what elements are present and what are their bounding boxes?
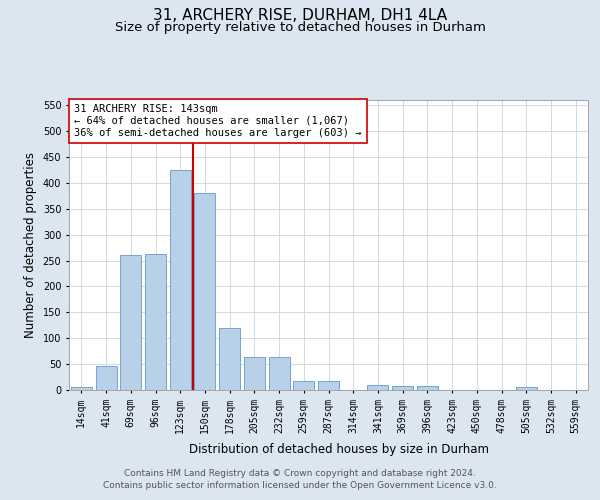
Text: Size of property relative to detached houses in Durham: Size of property relative to detached ho… (115, 21, 485, 34)
Bar (417, 386, 438, 390)
Text: 31, ARCHERY RISE, DURHAM, DH1 4LA: 31, ARCHERY RISE, DURHAM, DH1 4LA (153, 8, 447, 22)
Bar (194, 193, 215, 390)
Bar (269, 358, 290, 390)
Bar (219, 328, 240, 390)
Text: Contains HM Land Registry data © Crown copyright and database right 2024.: Contains HM Land Registry data © Crown c… (124, 469, 476, 478)
Text: 31 ARCHERY RISE: 143sqm
← 64% of detached houses are smaller (1,067)
36% of semi: 31 ARCHERY RISE: 143sqm ← 64% of detache… (74, 104, 362, 138)
Bar (367, 385, 388, 390)
Bar (170, 170, 191, 390)
Bar (516, 388, 537, 390)
Text: Distribution of detached houses by size in Durham: Distribution of detached houses by size … (189, 442, 489, 456)
Bar (244, 358, 265, 390)
Text: Contains public sector information licensed under the Open Government Licence v3: Contains public sector information licen… (103, 481, 497, 490)
Bar (71, 388, 92, 390)
Bar (95, 366, 116, 390)
Bar (293, 381, 314, 390)
Bar (145, 254, 166, 390)
Bar (318, 381, 339, 390)
Bar (120, 256, 141, 390)
Y-axis label: Number of detached properties: Number of detached properties (24, 152, 37, 338)
Bar (392, 386, 413, 390)
